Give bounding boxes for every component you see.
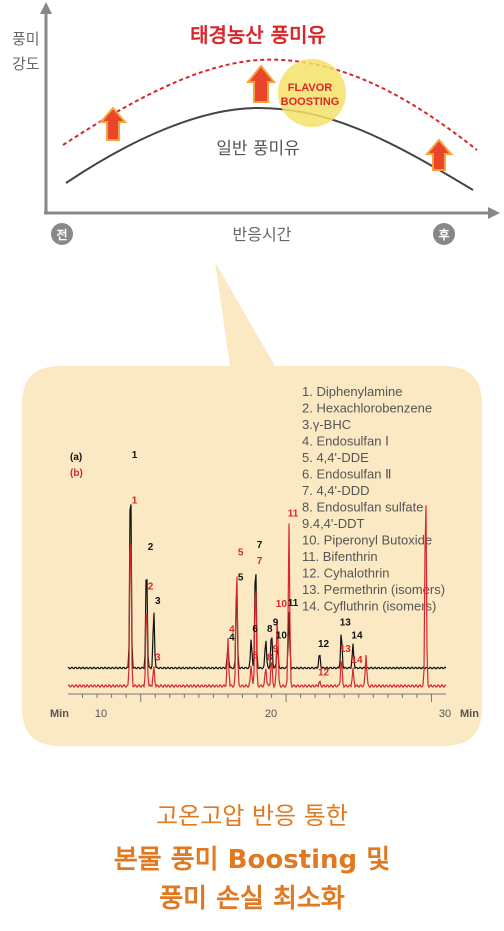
trace-b-line bbox=[67, 505, 447, 689]
legend-entry: 1. Diphenylamine bbox=[302, 384, 402, 399]
flavor-boosting-badge bbox=[278, 59, 346, 127]
trace-b-peak-label-8: 8 bbox=[267, 653, 273, 664]
up-arrow-icon bbox=[98, 106, 128, 141]
compound-legend: 1. Diphenylamine 2. Hexachlorobenzene3.γ-… bbox=[302, 384, 445, 614]
trace-a-peak-label-3: 3 bbox=[155, 596, 161, 607]
trace-a-peak-label-13: 13 bbox=[340, 617, 352, 628]
series-line-general bbox=[65, 106, 474, 191]
trace-a-peak-label-2: 2 bbox=[148, 542, 154, 553]
trace-b-peak-label-6: 6 bbox=[252, 651, 258, 662]
y-axis-label-line1: 풍미 bbox=[12, 30, 40, 48]
trace-a-peak-label-12: 12 bbox=[318, 639, 330, 650]
tick-label-20: 20 bbox=[265, 708, 277, 720]
caption-line-2: 본물 풍미 Boosting 및 bbox=[113, 845, 391, 875]
badge-text-line2: BOOSTING bbox=[281, 96, 340, 108]
legend-entry: 14. Cyfluthrin (isomers) bbox=[302, 599, 436, 614]
trace-b-label: (b) bbox=[70, 468, 83, 479]
trace-a-label: (a) bbox=[70, 452, 82, 463]
callout-bubble bbox=[22, 262, 482, 746]
trace-a-peak-label-9: 9 bbox=[273, 617, 279, 628]
legend-entry: 8. Endosulfan sulfate bbox=[302, 500, 423, 515]
tick-label-30: 30 bbox=[439, 708, 451, 720]
axis-unit-left: Min bbox=[50, 708, 69, 720]
trace-a-peak-label-4: 4 bbox=[229, 633, 235, 644]
trace-a-peak-label-11: 11 bbox=[288, 598, 299, 609]
x-start-label: 전 bbox=[56, 227, 67, 242]
trace-b-peak-label-5: 5 bbox=[238, 547, 244, 558]
legend-entry: 3.γ-BHC bbox=[302, 417, 351, 432]
x-axis-label: 반응시간 bbox=[233, 225, 292, 244]
trace-b-peak-label-11: 11 bbox=[288, 509, 299, 520]
flavor-intensity-chart: 풍미 강도 태경농산 풍미유 일반 풍미유 FLAVOR BOOSTING 전 … bbox=[12, 2, 500, 245]
axis-unit-right: Min bbox=[460, 708, 479, 720]
legend-entry: 11. Bifenthrin bbox=[302, 549, 378, 564]
legend-entry: 4. Endosulfan Ⅰ bbox=[302, 434, 389, 449]
trace-a-peak-label-8: 8 bbox=[267, 624, 273, 635]
legend-entry: 7. 4,4'-DDD bbox=[302, 483, 370, 498]
trace-b-peak-label-2: 2 bbox=[148, 582, 154, 593]
series-label-taekyung: 태경농산 풍미유 bbox=[190, 23, 326, 47]
trace-b-peak-label-13: 13 bbox=[340, 644, 352, 655]
trace-a-peak-label-7: 7 bbox=[257, 540, 263, 551]
up-arrow-icon bbox=[245, 64, 277, 103]
legend-entry: 6. Endosulfan Ⅱ bbox=[302, 467, 392, 482]
up-arrow-icon bbox=[424, 138, 454, 171]
trace-a-peak-label-14: 14 bbox=[351, 630, 363, 641]
caption-line-3: 풍미 손실 최소화 bbox=[159, 884, 345, 914]
trace-b-peak-label-14: 14 bbox=[351, 655, 363, 666]
series-line-taekyung bbox=[62, 58, 478, 151]
trace-a-peak-label-6: 6 bbox=[252, 624, 258, 635]
legend-entry: 10. Piperonyl Butoxide bbox=[302, 533, 432, 548]
x-end-label: 후 bbox=[438, 227, 449, 242]
tick-label-10: 10 bbox=[95, 708, 107, 720]
caption-line-1: 고온고압 반응 통한 bbox=[156, 802, 348, 830]
trace-b-peak-label-7: 7 bbox=[257, 556, 263, 567]
trace-b-peak-label-12: 12 bbox=[318, 668, 330, 679]
trace-b-peak-label-4: 4 bbox=[229, 625, 235, 636]
x-axis-arrow-icon bbox=[488, 207, 500, 219]
legend-entry: 12. Cyhalothrin bbox=[302, 566, 389, 581]
y-axis-arrow-icon bbox=[40, 2, 52, 14]
trace-b-peak-label-10: 10 bbox=[276, 599, 288, 610]
trace-a-peak-label-10: 10 bbox=[276, 630, 288, 641]
legend-entry: 2. Hexachlorobenzene bbox=[302, 401, 432, 416]
badge-text-line1: FLAVOR bbox=[288, 82, 332, 94]
trace-b-peak-label-1: 1 bbox=[132, 496, 138, 507]
legend-entry: 13. Permethrin (isomers) bbox=[302, 582, 445, 597]
x-end-marker bbox=[433, 223, 455, 245]
trace-a-peak-label-1: 1 bbox=[132, 450, 138, 461]
y-axis-label-line2: 강도 bbox=[12, 55, 40, 73]
trace-b-peak-label-3: 3 bbox=[155, 653, 161, 664]
trace-b-peak-label-9: 9 bbox=[273, 644, 279, 655]
legend-entry: 9.4,4'-DDT bbox=[302, 516, 365, 531]
trace-a-peak-label-5: 5 bbox=[238, 572, 244, 583]
time-axis bbox=[68, 693, 446, 702]
chromatogram-panel: 1. Diphenylamine 2. Hexachlorobenzene3.γ-… bbox=[22, 262, 482, 746]
legend-entry: 5. 4,4'-DDE bbox=[302, 450, 369, 465]
series-label-general: 일반 풍미유 bbox=[216, 139, 300, 159]
x-start-marker bbox=[51, 223, 73, 245]
